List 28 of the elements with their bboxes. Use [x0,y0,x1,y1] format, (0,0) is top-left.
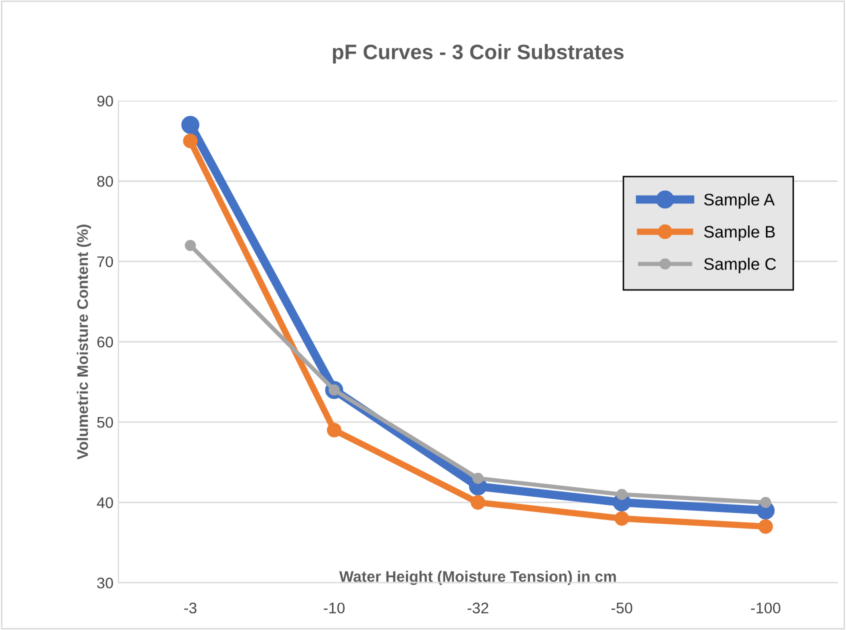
legend-label: Sample C [704,258,776,274]
y-tick-label: 30 [97,578,113,588]
y-tick-label: 80 [97,176,113,187]
legend-label: Sample B [704,225,775,242]
x-tick-label: -10 [324,602,345,614]
y-tick-label: 70 [97,256,113,268]
y-tick-label: 90 [97,96,113,106]
chart-title: pF Curves - 3 Coir Substrates [332,44,624,64]
point [616,488,628,500]
point [183,134,198,148]
point [614,511,630,526]
point [758,519,773,534]
point [326,422,342,438]
y-tick-label: 40 [96,497,113,508]
legend-label: Sample A [704,193,775,209]
y-tick-label: 60 [97,336,113,348]
y-tick-label: 50 [97,416,113,428]
x-axis-title: Water Height (Moisture Tension) in cm [339,570,616,586]
x-tick-label: -3 [184,602,196,614]
point [184,240,196,251]
x-tick-label: -50 [611,602,632,614]
point [181,116,200,134]
y-axis-title: Volumetric Moisture Content (%) [76,224,92,460]
point [470,495,486,510]
x-tick-label: -32 [468,602,488,614]
x-tick-label: -100 [751,602,780,614]
point [472,472,484,484]
point [760,496,772,508]
